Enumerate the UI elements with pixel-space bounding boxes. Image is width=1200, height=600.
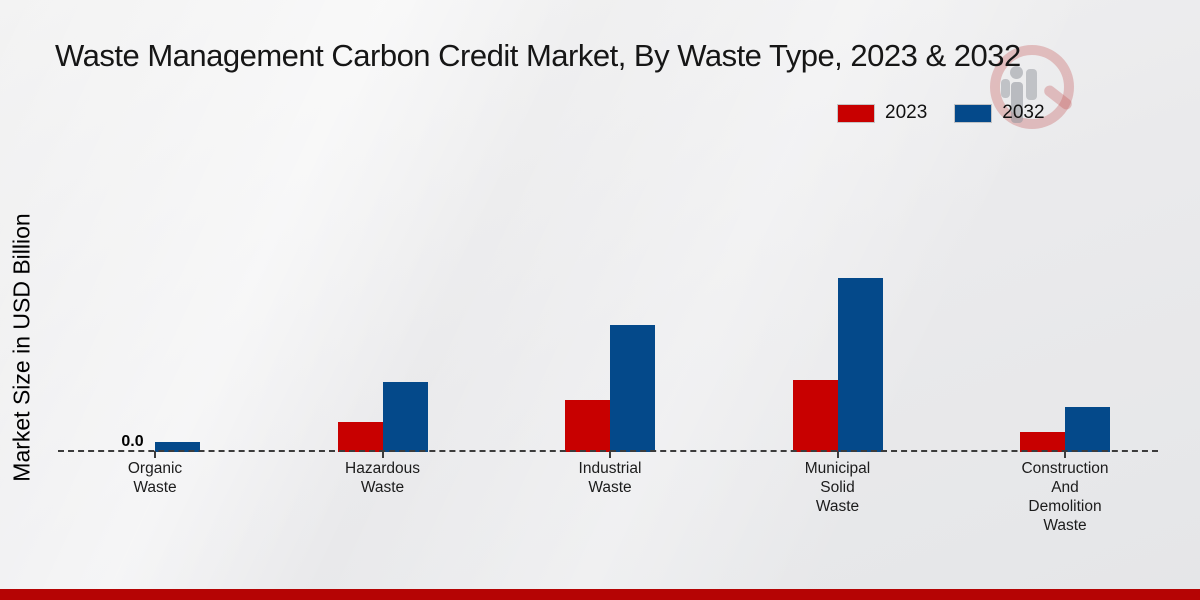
category-label: Organic Waste	[127, 460, 183, 496]
bar-2032-category-3	[837, 278, 883, 452]
bar-2023-category-4	[1020, 432, 1065, 452]
bar-2032-category-0	[155, 442, 200, 452]
legend-label: 2023	[885, 102, 928, 123]
zero-baseline	[58, 450, 1158, 452]
category-label: Hazardous Waste	[345, 460, 420, 496]
legend-swatch-2023	[837, 103, 875, 123]
x-axis-tick	[836, 451, 839, 458]
bar-2032-category-1	[382, 382, 428, 452]
chart-title: Waste Management Carbon Credit Market, B…	[55, 38, 1021, 73]
bar-2032-category-2	[610, 325, 655, 452]
bar-2023-category-3	[792, 380, 838, 452]
category-label: Construction And Demolition Waste	[1021, 460, 1109, 534]
footer-accent-band	[0, 589, 1200, 600]
x-axis-tick	[1064, 451, 1066, 458]
category-label: Industrial Waste	[578, 460, 642, 496]
legend-item-2023: 2023	[837, 102, 928, 124]
x-axis-tick	[154, 451, 156, 458]
data-label: 0.0	[121, 433, 144, 450]
category-label: Municipal Solid Waste	[804, 460, 871, 515]
legend-swatch-2032	[954, 103, 993, 123]
x-axis-tick	[381, 451, 384, 458]
bar-2023-category-1	[337, 422, 383, 452]
bar-2032-category-4	[1065, 407, 1110, 452]
bar-2023-category-2	[565, 400, 610, 452]
x-axis-tick	[609, 451, 611, 458]
